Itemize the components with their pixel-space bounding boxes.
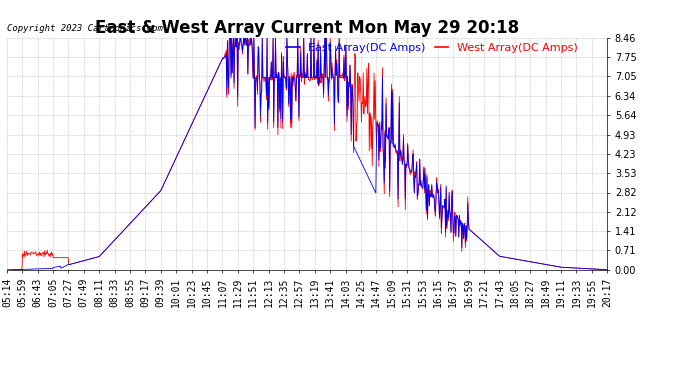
Text: Copyright 2023 Cartronics.com: Copyright 2023 Cartronics.com [7,24,163,33]
Legend: East Array(DC Amps), West Array(DC Amps): East Array(DC Amps), West Array(DC Amps) [286,43,578,53]
Title: East & West Array Current Mon May 29 20:18: East & West Array Current Mon May 29 20:… [95,20,519,38]
